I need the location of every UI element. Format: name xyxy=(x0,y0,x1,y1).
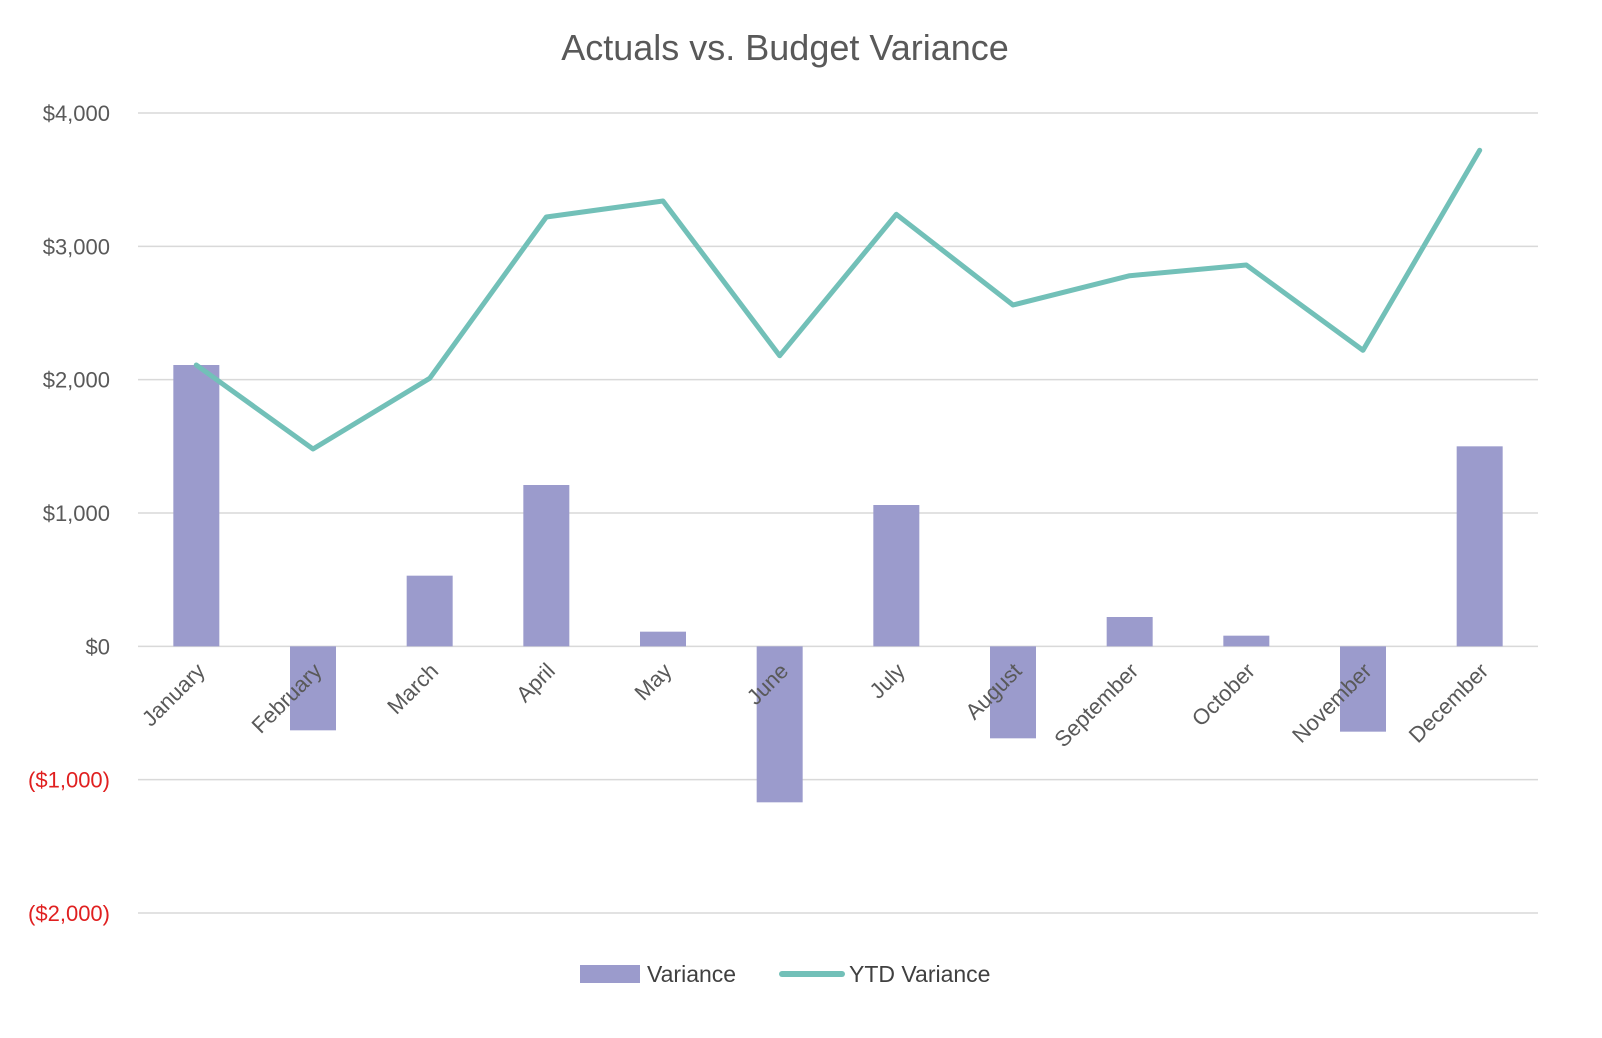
x-tick-label: October xyxy=(1187,658,1260,731)
y-tick-label: $3,000 xyxy=(43,234,110,259)
ytd-point-september xyxy=(1129,275,1131,277)
x-tick-label: July xyxy=(865,658,910,703)
y-tick-label: $4,000 xyxy=(43,101,110,126)
legend-label-ytd-variance: YTD Variance xyxy=(849,961,990,987)
ytd-point-august xyxy=(1012,304,1014,306)
ytd-point-july xyxy=(895,213,897,215)
x-tick-label: May xyxy=(629,658,676,705)
y-tick-label: $0 xyxy=(86,634,110,659)
x-tick-label: January xyxy=(137,658,210,731)
ytd-point-march xyxy=(429,377,431,379)
bar-may xyxy=(640,631,686,647)
ytd-point-october xyxy=(1245,264,1247,266)
y-tick-label: $2,000 xyxy=(43,368,110,393)
x-tick-label: March xyxy=(382,658,443,719)
ytd-point-june xyxy=(779,355,781,357)
ytd-variance-line xyxy=(193,147,1483,452)
bar-october xyxy=(1223,635,1270,647)
legend: Variance YTD Variance xyxy=(580,961,990,987)
x-tick-label: September xyxy=(1049,658,1143,752)
gridlines xyxy=(138,112,1538,914)
bar-august xyxy=(990,646,1036,739)
x-tick-label: December xyxy=(1404,658,1493,747)
legend-swatch-variance xyxy=(580,965,640,983)
bar-march xyxy=(406,575,453,647)
ytd-point-december xyxy=(1479,149,1481,151)
y-tick-label: ($1,000) xyxy=(28,768,110,793)
ytd-point-january xyxy=(195,364,197,366)
bar-july xyxy=(873,505,920,647)
bar-september xyxy=(1106,617,1153,647)
bar-april xyxy=(523,485,570,647)
bar-january xyxy=(173,365,220,647)
bar-june xyxy=(756,646,803,803)
chart-title: Actuals vs. Budget Variance xyxy=(561,27,1009,68)
y-tick-label: ($2,000) xyxy=(28,901,110,926)
bar-february xyxy=(290,646,336,731)
bar-november xyxy=(1340,646,1386,732)
variance-bars xyxy=(173,365,1503,803)
y-tick-label: $1,000 xyxy=(43,501,110,526)
ytd-point-february xyxy=(312,448,314,450)
ytd-point-may xyxy=(662,200,664,202)
legend-label-variance: Variance xyxy=(647,961,736,987)
bar-december xyxy=(1456,446,1503,647)
ytd-point-april xyxy=(545,216,547,218)
ytd-line-layer xyxy=(193,147,1483,452)
y-axis-ticks: $4,000 $3,000 $2,000 $1,000 $0 ($1,000) ($2,00… xyxy=(28,101,110,926)
x-tick-label: April xyxy=(511,658,560,707)
x-axis-ticks: January February March April May June July Augu… xyxy=(137,658,1493,752)
ytd-point-november xyxy=(1362,349,1364,351)
